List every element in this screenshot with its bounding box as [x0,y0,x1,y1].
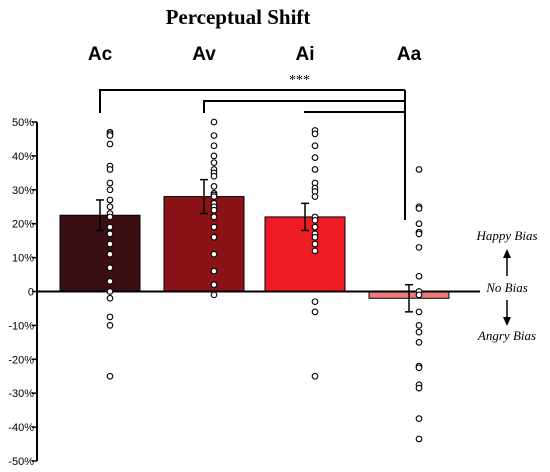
data-point [210,213,218,221]
data-point [415,220,423,228]
y-tick-label: 40% [12,151,34,163]
data-point [106,250,114,258]
data-point [210,250,218,258]
data-points [106,118,423,443]
y-tick-label: -40% [8,422,34,434]
data-point [106,264,114,272]
up-arrow-icon [503,249,511,258]
data-point [210,291,218,299]
bias-annotations: Happy Bias No Bias Angry Bias [475,228,537,343]
significance-brackets: *** [99,73,406,220]
data-point [311,193,319,200]
y-tick-label: 50% [12,117,34,129]
data-point [106,179,114,187]
data-point [415,328,423,336]
bracket-av [203,100,405,113]
category-label-aa: Aa [397,44,422,65]
data-point [311,247,319,255]
data-point [210,223,218,231]
category-label-ai: Ai [296,44,315,65]
data-point [311,298,319,306]
data-point [415,166,423,173]
data-point [415,291,423,299]
data-point [106,294,114,302]
data-point [415,322,423,329]
y-tick-label: 10% [12,253,34,265]
no-bias-label: No Bias [485,280,528,295]
data-point [106,230,114,238]
data-point [210,233,218,241]
data-point [106,313,114,321]
data-point [210,193,218,200]
data-point [311,223,319,231]
data-point [210,159,218,167]
data-point [210,132,218,139]
data-point [311,308,319,316]
data-point [415,364,423,372]
data-point [311,154,319,161]
data-point [106,140,114,148]
data-point [210,267,218,275]
y-tick-label: -20% [8,354,34,366]
bracket-ac [99,89,405,113]
data-point [311,130,319,138]
category-label-av: Av [192,44,216,65]
y-tick-label: 0 [28,287,34,299]
data-point [106,277,114,285]
y-tick-label: 20% [12,219,34,231]
data-point [311,166,319,173]
data-point [311,233,319,241]
data-point [415,230,423,238]
chart-title: Perceptual Shift [166,5,311,29]
data-point [106,372,114,380]
data-point [106,166,114,173]
data-point [210,172,218,180]
data-point [210,183,218,190]
data-point [106,132,114,139]
data-point [415,272,423,280]
angry-bias-label: Angry Bias [477,328,536,343]
data-point [106,213,114,221]
y-tick-label: -30% [8,388,34,400]
data-point [210,118,218,126]
data-point [311,240,319,248]
data-point [106,223,114,231]
category-label-ac: Ac [88,44,113,65]
data-point [106,203,114,211]
error-bars [96,178,413,313]
data-point [210,206,218,214]
significance-label: *** [289,73,310,88]
bracket-ai [304,111,405,113]
category-labels: Ac Av Ai Aa [88,44,422,65]
data-point [210,142,218,150]
data-point [106,186,114,194]
data-point [311,372,319,380]
data-point [210,281,218,289]
data-point [415,244,423,251]
data-point [415,205,423,212]
data-point [415,415,423,422]
data-point [311,142,319,150]
data-point [415,308,423,316]
data-point [415,435,423,443]
down-arrow-icon [503,317,511,326]
data-point [106,240,114,248]
bars [37,196,480,299]
y-tick-label: -50% [8,456,34,468]
data-point [311,216,319,224]
y-tick-label: 30% [12,185,34,197]
data-point [415,384,423,392]
data-point [210,152,218,160]
data-point [106,196,114,204]
data-point [106,288,114,295]
y-axis: -50% -40% -30% -20% -10% 0 10% 20% 30% 40% 50% [8,117,38,468]
y-tick-label: -10% [8,320,34,332]
happy-bias-label: Happy Bias [475,228,537,243]
data-point [106,322,114,329]
data-point [415,339,423,346]
